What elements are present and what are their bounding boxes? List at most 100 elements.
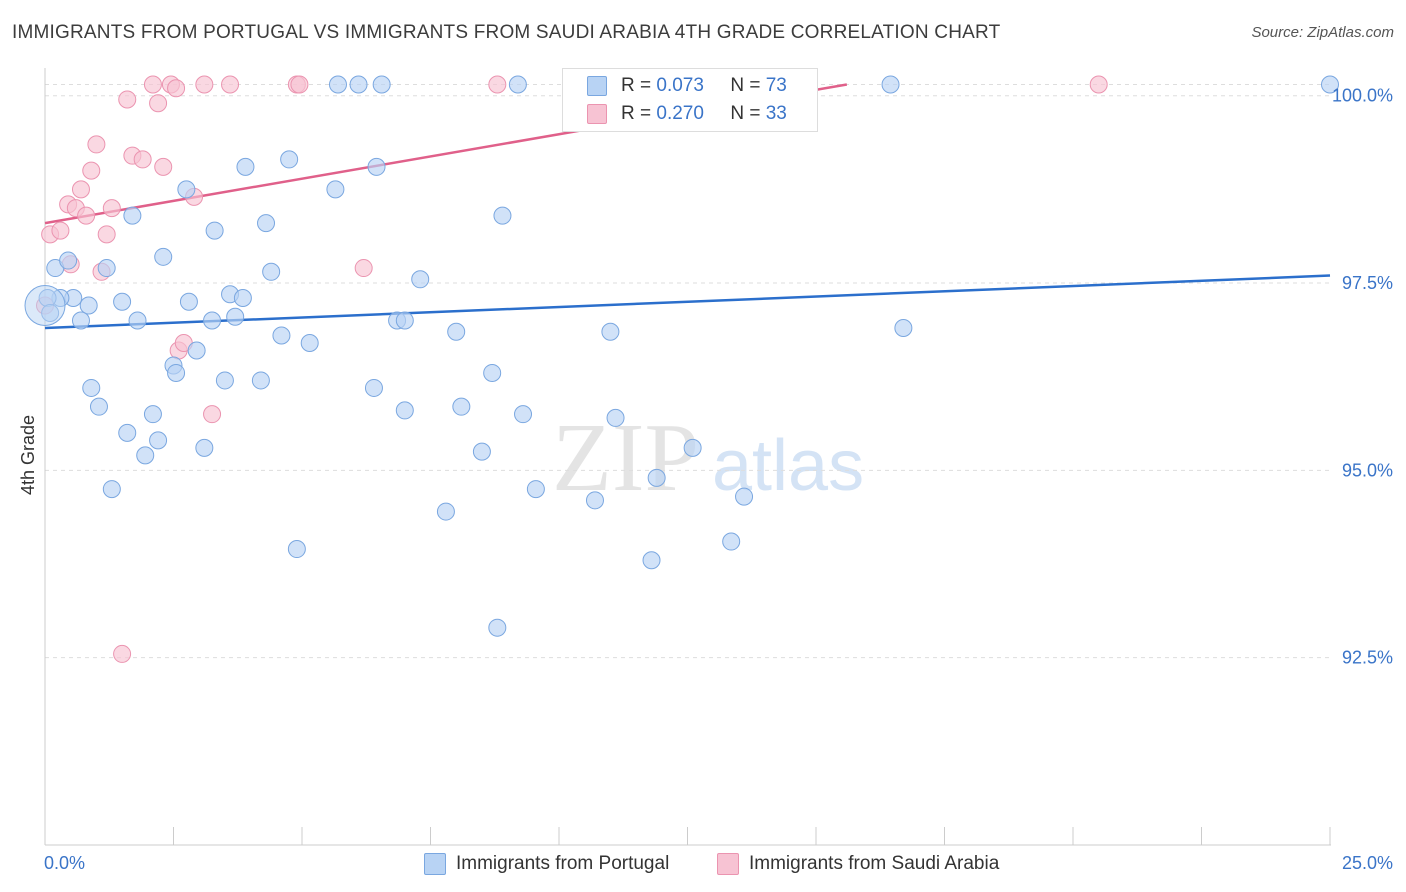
portugal-point	[226, 307, 245, 326]
correlation-legend: R = 0.073 N = 73 R = 0.270 N = 33	[562, 68, 818, 132]
portugal-point	[395, 401, 414, 420]
saudi-point	[97, 225, 116, 244]
saudi-point	[149, 94, 168, 113]
saudi-point	[87, 135, 106, 154]
portugal-point	[585, 491, 604, 510]
saudi-point	[102, 199, 121, 218]
portugal-point	[372, 75, 391, 94]
portugal-point	[452, 397, 471, 416]
y-tick-label: 92.5%	[1342, 648, 1393, 668]
axes	[44, 68, 1331, 846]
r-value-portugal: 0.073	[656, 75, 704, 96]
saudi-legend-swatch	[717, 853, 739, 875]
portugal-point	[167, 363, 186, 382]
portugal-point	[606, 408, 625, 427]
portugal-point	[79, 296, 98, 315]
portugal-point	[300, 333, 319, 352]
y-tick-label: 100.0%	[1332, 86, 1393, 106]
saudi-point	[77, 206, 96, 225]
saudi-point	[1089, 75, 1108, 94]
portugal-point	[136, 446, 155, 465]
portugal-point	[89, 397, 108, 416]
portugal-point	[113, 292, 132, 311]
portugal-point	[735, 487, 754, 506]
portugal-points	[24, 75, 1339, 637]
portugal-point	[367, 157, 386, 176]
portugal-point	[97, 259, 116, 278]
n-label: N =	[730, 103, 761, 124]
portugal-point	[328, 75, 347, 94]
portugal-swatch	[587, 76, 607, 96]
saudi-point	[290, 75, 309, 94]
portugal-point	[179, 292, 198, 311]
r-label: R =	[621, 103, 652, 124]
portugal-trend-line	[44, 274, 1331, 330]
portugal-point	[205, 221, 224, 240]
portugal-point	[1321, 75, 1339, 94]
portugal-point	[143, 405, 162, 424]
portugal-legend-swatch	[424, 853, 446, 875]
portugal-point	[894, 318, 913, 337]
saudi-point	[221, 75, 240, 94]
portugal-point	[881, 75, 900, 94]
r-value-saudi: 0.270	[656, 103, 704, 124]
axis-labels: 92.5% 95.0% 97.5% 100.0% 0.0% 25.0% 4th Grade	[18, 86, 1393, 873]
portugal-point	[82, 378, 101, 397]
portugal-point	[272, 326, 291, 345]
portugal-point	[262, 262, 281, 281]
n-value-saudi: 33	[765, 103, 787, 124]
chart-source: Source: ZipAtlas.com	[1251, 24, 1394, 41]
portugal-point	[280, 150, 299, 169]
portugal-point	[601, 322, 620, 341]
watermark-zip: ZIP	[552, 404, 699, 512]
portugal-point	[514, 405, 533, 424]
x-tick-label-min: 0.0%	[44, 853, 85, 873]
portugal-point	[59, 251, 78, 270]
saudi-point	[71, 180, 90, 199]
portugal-point	[128, 311, 147, 330]
y-axis-label: 4th Grade	[18, 415, 38, 495]
portugal-point	[395, 311, 414, 330]
watermark: ZIP atlas	[552, 404, 864, 512]
saudi-point	[118, 90, 137, 109]
portugal-point	[483, 363, 502, 382]
portugal-point	[447, 322, 466, 341]
saudi-point	[143, 75, 162, 94]
portugal-point	[472, 442, 491, 461]
portugal-point	[493, 206, 512, 225]
portugal-point	[102, 480, 121, 499]
saudi-point	[113, 644, 132, 663]
portugal-point	[24, 285, 66, 327]
saudi-point	[82, 161, 101, 180]
n-value-portugal: 73	[765, 75, 787, 96]
portugal-point	[257, 214, 276, 233]
saudi-point	[203, 405, 222, 424]
portugal-point	[236, 157, 255, 176]
portugal-point	[647, 468, 666, 487]
portugal-point	[154, 247, 173, 266]
portugal-legend-label: Immigrants from Portugal	[456, 853, 670, 874]
saudi-point	[354, 259, 373, 278]
portugal-point	[526, 480, 545, 499]
portugal-point	[683, 438, 702, 457]
saudi-swatch	[587, 104, 607, 124]
saudi-points	[36, 75, 1108, 663]
chart-title: IMMIGRANTS FROM PORTUGAL VS IMMIGRANTS F…	[12, 22, 1001, 43]
portugal-point	[642, 551, 661, 570]
portugal-point	[177, 180, 196, 199]
saudi-point	[154, 157, 173, 176]
legend-text-saudi: R = 0.270 N = 33	[621, 103, 787, 125]
portugal-point	[287, 540, 306, 559]
saudi-point	[51, 221, 70, 240]
portugal-point	[722, 532, 741, 551]
legend-text-portugal: R = 0.073 N = 73	[621, 75, 787, 97]
portugal-point	[118, 423, 137, 442]
watermark-atlas: atlas	[712, 426, 864, 506]
portugal-point	[326, 180, 345, 199]
portugal-point	[349, 75, 368, 94]
portugal-point	[233, 289, 252, 308]
x-tick-label-max: 25.0%	[1342, 853, 1393, 873]
portugal-point	[508, 75, 527, 94]
